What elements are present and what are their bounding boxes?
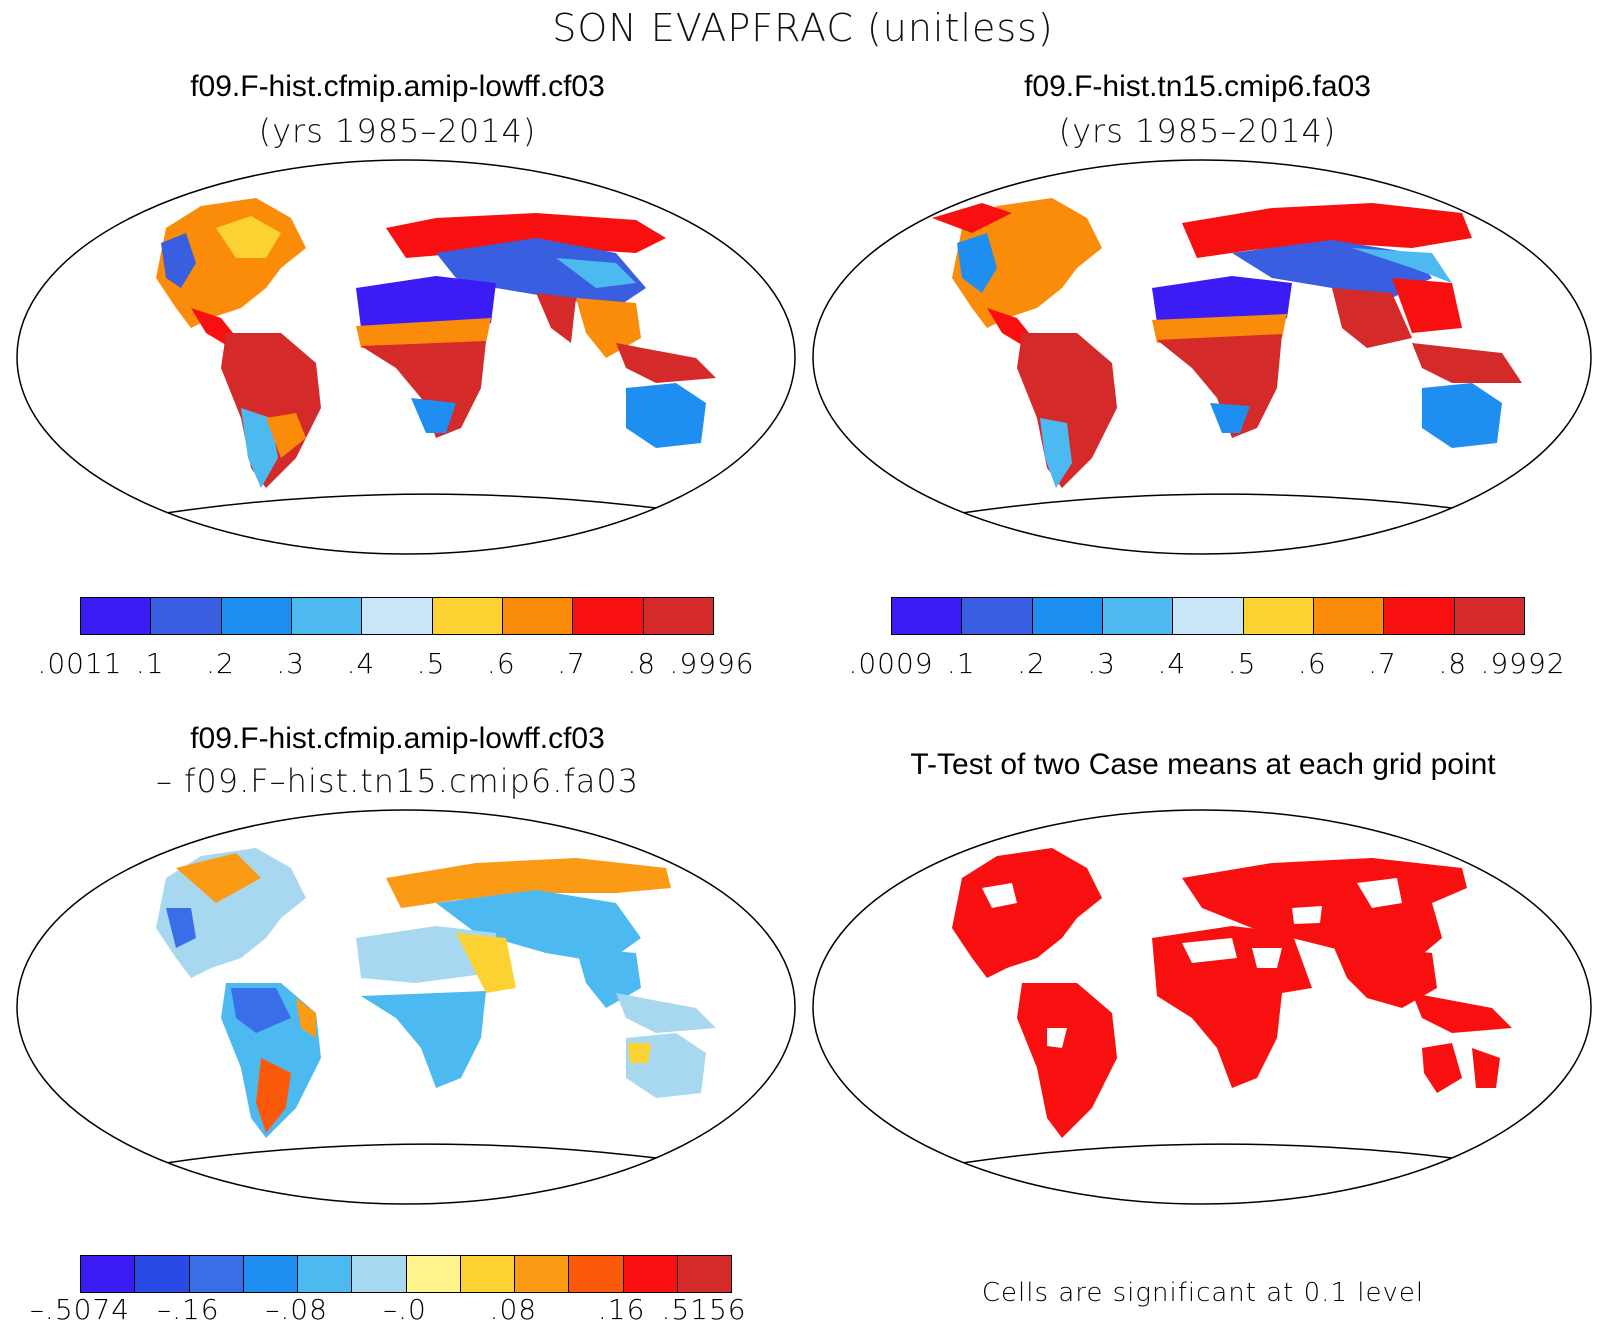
colorbar-tick: –.5074 — [29, 1293, 131, 1326]
colorbar-tick: .5 — [416, 647, 446, 680]
colorbar-ticks-top-left: .0011 .1 .2 .3 .4 .5 .6 .7 .8 .9996 — [37, 647, 753, 681]
panel-subtitle-top-right: (yrs 1985–2014) — [1058, 112, 1337, 150]
colorbar-tick: .4 — [346, 647, 376, 680]
significance-regions — [952, 848, 1512, 1138]
colorbar-cell — [352, 1256, 407, 1292]
panel-title-bottom-left: f09.F-hist.cfmip.amip-lowff.cf03 — [190, 722, 605, 755]
colorbar-tick: –.0 — [383, 1293, 427, 1326]
colorbar-cell — [362, 598, 433, 634]
colorbar-cell — [243, 1256, 298, 1292]
colorbar-cell — [291, 598, 363, 634]
colorbar-tick: .6 — [486, 647, 516, 680]
colorbar-cell — [573, 598, 644, 634]
colorbar-tick: .9996 — [669, 647, 755, 680]
colorbar-bottom-left — [80, 1255, 732, 1293]
map-bottom-left — [16, 809, 796, 1205]
colorbar-cell — [81, 1256, 136, 1292]
significance-footnote: Cells are significant at 0.1 level — [981, 1278, 1425, 1308]
colorbar-cell — [962, 598, 1033, 634]
panel-subtitle-top-left: (yrs 1985–2014) — [258, 112, 537, 150]
main-title: SON EVAPFRAC (unitless) — [552, 6, 1054, 50]
colorbar-tick: .1 — [946, 647, 976, 680]
colorbar-cell — [892, 598, 963, 634]
map-top-right — [812, 159, 1592, 555]
colorbar-cell — [298, 1256, 353, 1292]
map-bottom-right — [812, 809, 1592, 1205]
colorbar-cell — [677, 1256, 731, 1292]
colorbar-cell — [569, 1256, 624, 1292]
colorbar-cell — [1243, 598, 1314, 634]
colorbar-ticks-top-right: .0009 .1 .2 .3 .4 .5 .6 .7 .8 .9992 — [848, 647, 1564, 681]
colorbar-tick: .6 — [1297, 647, 1327, 680]
colorbar-tick: .3 — [276, 647, 305, 680]
colorbar-tick: .7 — [1368, 647, 1397, 680]
colorbar-tick: .5156 — [661, 1293, 747, 1326]
colorbar-cell — [460, 1256, 515, 1292]
continents-bottom-left — [156, 848, 716, 1138]
colorbar-tick: .3 — [1087, 647, 1116, 680]
colorbar-cell — [221, 598, 292, 634]
colorbar-cell — [1102, 598, 1174, 634]
colorbar-cell — [1313, 598, 1385, 634]
colorbar-cell — [135, 1256, 190, 1292]
panel-title-top-left: f09.F-hist.cfmip.amip-lowff.cf03 — [190, 70, 605, 103]
colorbar-tick: .08 — [489, 1293, 538, 1326]
colorbar-cell — [151, 598, 222, 634]
colorbar-cell — [1384, 598, 1455, 634]
colorbar-cell — [515, 1256, 570, 1292]
colorbar-cell — [81, 598, 152, 634]
colorbar-tick: –.08 — [265, 1293, 328, 1326]
non-significant-holes — [982, 878, 1402, 1048]
colorbar-cell — [1032, 598, 1103, 634]
panel-title-bottom-right: T-Test of two Case means at each grid po… — [910, 748, 1496, 781]
colorbar-cell — [623, 1256, 678, 1292]
colorbar-tick: .8 — [627, 647, 657, 680]
colorbar-top-left — [80, 597, 714, 635]
colorbar-tick: .0011 — [37, 647, 123, 680]
colorbar-tick: .2 — [206, 647, 235, 680]
colorbar-tick: .1 — [135, 647, 165, 680]
colorbar-ticks-bottom-left: –.5074 –.16 –.08 –.0 .08 .16 .5156 — [30, 1293, 746, 1327]
colorbar-tick: .9992 — [1480, 647, 1566, 680]
colorbar-cell — [189, 1256, 244, 1292]
colorbar-cell — [643, 598, 713, 634]
colorbar-cell — [406, 1256, 461, 1292]
colorbar-tick: .7 — [557, 647, 586, 680]
colorbar-cell — [1173, 598, 1244, 634]
colorbar-tick: .8 — [1438, 647, 1468, 680]
colorbar-cell — [1454, 598, 1524, 634]
colorbar-tick: .4 — [1157, 647, 1187, 680]
continents-top-right — [932, 198, 1522, 488]
colorbar-tick: .5 — [1227, 647, 1257, 680]
colorbar-cell — [502, 598, 574, 634]
colorbar-tick: .16 — [597, 1293, 646, 1326]
colorbar-tick: .0009 — [848, 647, 934, 680]
panel-subtitle-bottom-left: – f09.F–hist.tn15.cmip6.fa03 — [155, 762, 640, 800]
colorbar-tick: .2 — [1017, 647, 1046, 680]
colorbar-top-right — [891, 597, 1525, 635]
colorbar-cell — [432, 598, 503, 634]
continents-top-left — [156, 198, 716, 488]
colorbar-tick: –.16 — [157, 1293, 220, 1326]
panel-title-top-right: f09.F-hist.tn15.cmip6.fa03 — [1024, 70, 1371, 103]
map-top-left — [16, 159, 796, 555]
